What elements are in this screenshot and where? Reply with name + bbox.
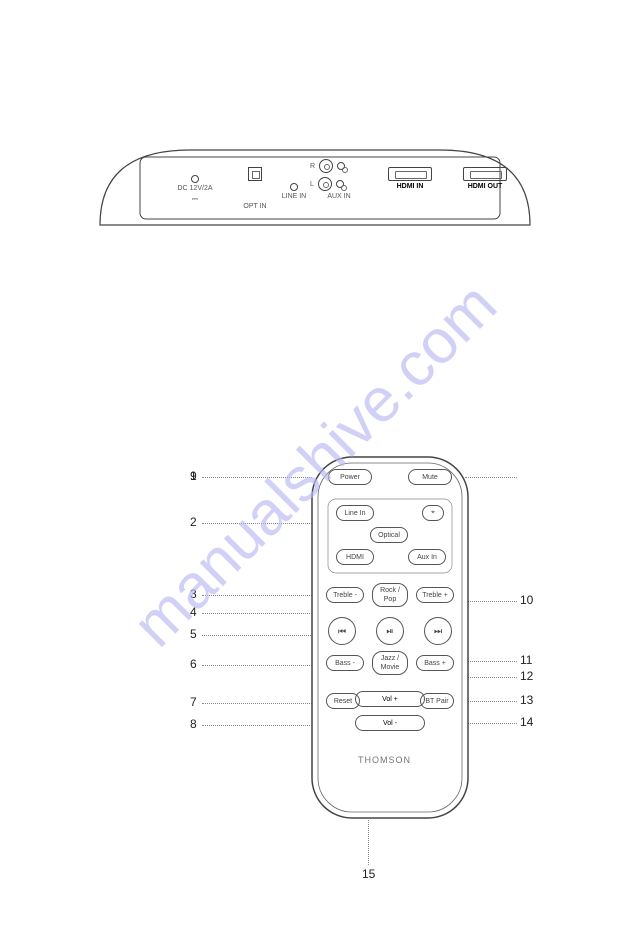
bass-minus-button[interactable]: Bass - xyxy=(326,655,364,671)
bluetooth-button[interactable]: ⌖ xyxy=(422,505,444,521)
callout-4: 4 xyxy=(190,605,197,619)
treble-plus-button[interactable]: Treble + xyxy=(416,587,454,603)
aux-l-port xyxy=(318,177,332,191)
hdmi-out-label: HDMI OUT xyxy=(455,183,515,190)
callout-5: 5 xyxy=(190,627,197,641)
hdmi-in-port xyxy=(388,167,432,181)
bt-pair-button[interactable]: BT Pair xyxy=(420,693,454,709)
callout-7: 7 xyxy=(190,695,197,709)
linein-button[interactable]: Line In xyxy=(336,505,374,521)
callout-9: 9 xyxy=(190,469,197,483)
leader-13 xyxy=(465,701,517,702)
callout-13: 13 xyxy=(520,693,533,707)
brand-label: THOMSON xyxy=(358,755,411,765)
leader-6 xyxy=(202,665,312,666)
opt-port-group: OPT IN xyxy=(240,167,270,210)
rock-pop-button[interactable]: Rock / Pop xyxy=(372,583,408,607)
callout-10: 10 xyxy=(520,593,533,607)
aux-r-port xyxy=(319,159,333,173)
optical-button[interactable]: Optical xyxy=(370,527,408,543)
vol-minus-button[interactable]: Vol - xyxy=(355,715,425,731)
leader-10 xyxy=(465,601,517,602)
hdmi-out-group: HDMI OUT xyxy=(455,167,515,190)
treble-minus-button[interactable]: Treble - xyxy=(326,587,364,603)
leader-11 xyxy=(465,661,517,662)
linein-port-group: LINE IN xyxy=(280,183,308,200)
leader-1 xyxy=(202,477,312,478)
callout-8: 8 xyxy=(190,717,197,731)
leader-9 xyxy=(465,477,517,478)
aux-l-outer xyxy=(336,180,344,188)
callout-12: 12 xyxy=(520,669,533,683)
callout-6: 6 xyxy=(190,657,197,671)
jazz-movie-button[interactable]: Jazz / Movie xyxy=(372,651,408,675)
aux-port-group: R L AUX IN xyxy=(310,159,360,200)
remote-area: 1 2 3 4 5 6 7 8 9 10 11 12 13 14 15 Powe… xyxy=(190,455,570,905)
callout-2: 2 xyxy=(190,515,197,529)
dc-label: DC 12V/2A xyxy=(175,185,215,192)
leader-5 xyxy=(202,635,317,636)
linein-label: LINE IN xyxy=(280,193,308,200)
leader-7 xyxy=(202,703,312,704)
prev-button[interactable]: ⏮ xyxy=(328,617,356,645)
linein-port xyxy=(290,183,298,191)
leader-2 xyxy=(202,523,312,524)
opt-port xyxy=(248,167,262,181)
next-button[interactable]: ⏭ xyxy=(424,617,452,645)
hdmi-in-label: HDMI IN xyxy=(380,183,440,190)
auxin-button[interactable]: Aux In xyxy=(408,549,446,565)
callout-14: 14 xyxy=(520,715,533,729)
hdmi-in-group: HDMI IN xyxy=(380,167,440,190)
bass-plus-button[interactable]: Bass + xyxy=(416,655,454,671)
play-pause-button[interactable]: ⏯ xyxy=(376,617,404,645)
callout-15: 15 xyxy=(362,867,375,881)
leader-15 xyxy=(368,820,369,865)
device-panel: DC 12V/2A ⎓ OPT IN LINE IN R L AUX IN HD… xyxy=(80,135,550,245)
hdmi-button[interactable]: HDMI xyxy=(336,549,374,565)
vol-plus-button[interactable]: Vol + xyxy=(355,691,425,707)
opt-label: OPT IN xyxy=(240,203,270,210)
aux-r-label: R xyxy=(310,163,315,170)
callout-3: 3 xyxy=(190,587,197,601)
dc-port-group: DC 12V/2A ⎓ xyxy=(175,175,215,204)
mute-button[interactable]: Mute xyxy=(408,469,452,485)
hdmi-out-port xyxy=(463,167,507,181)
power-button[interactable]: Power xyxy=(328,469,372,485)
leader-3 xyxy=(202,595,312,596)
callout-11: 11 xyxy=(520,653,532,667)
remote-body: Power Mute Line In ⌖ Optical HDMI Aux In… xyxy=(310,455,470,820)
aux-l-label: L xyxy=(310,181,314,188)
aux-r-outer xyxy=(337,162,345,170)
aux-label: AUX IN xyxy=(318,193,360,200)
dc-symbol: ⎓ xyxy=(175,194,215,204)
dc-port xyxy=(191,175,199,183)
